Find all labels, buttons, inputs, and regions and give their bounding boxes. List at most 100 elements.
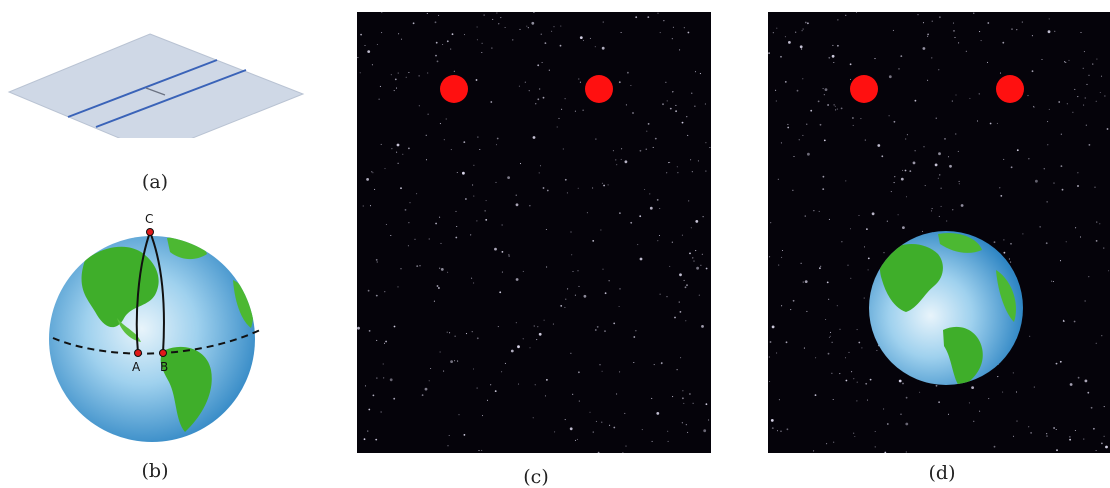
space-background: [357, 12, 711, 453]
star: [667, 440, 669, 442]
star: [522, 270, 524, 272]
star: [433, 300, 435, 302]
star: [416, 193, 418, 195]
star: [357, 57, 359, 59]
star: [667, 430, 669, 432]
star: [1008, 258, 1010, 260]
plane-diagram: [7, 33, 305, 138]
star: [371, 64, 373, 66]
star: [806, 123, 808, 125]
star: [1003, 239, 1005, 241]
star: [672, 396, 674, 398]
star: [784, 81, 787, 83]
star: [450, 360, 453, 363]
star: [1028, 426, 1030, 428]
star: [1059, 260, 1062, 262]
star: [543, 319, 545, 321]
star: [841, 241, 843, 243]
star: [604, 292, 607, 295]
star: [874, 430, 876, 433]
star: [408, 147, 410, 150]
star: [831, 54, 835, 58]
star: [1011, 28, 1013, 30]
star: [770, 419, 774, 422]
star: [822, 88, 824, 90]
star: [537, 98, 540, 101]
star: [1103, 406, 1105, 408]
star: [592, 431, 594, 433]
star: [518, 85, 520, 87]
star: [1012, 372, 1014, 374]
star: [1056, 449, 1058, 452]
star: [1083, 51, 1085, 53]
star: [400, 38, 403, 40]
star: [357, 326, 360, 330]
star: [384, 168, 386, 170]
star: [471, 277, 473, 279]
star: [703, 429, 707, 433]
star: [1077, 172, 1079, 174]
star: [1080, 31, 1082, 34]
star: [671, 38, 673, 40]
star: [393, 397, 396, 400]
star: [531, 21, 535, 25]
star: [1088, 144, 1091, 146]
star: [465, 198, 467, 200]
caption-c: (c): [523, 466, 549, 488]
star: [1053, 427, 1055, 429]
star: [1010, 261, 1012, 263]
star: [837, 44, 839, 47]
star: [1084, 379, 1088, 383]
star: [817, 100, 820, 103]
star: [517, 383, 520, 385]
star: [542, 96, 545, 99]
star: [607, 184, 609, 186]
star: [371, 171, 373, 173]
star: [367, 289, 370, 292]
star: [564, 98, 566, 100]
panel-a: [0, 28, 310, 138]
star: [1084, 300, 1086, 302]
star: [1069, 436, 1071, 438]
star: [832, 398, 834, 401]
star: [364, 44, 366, 47]
star: [1074, 429, 1076, 432]
star: [434, 21, 437, 24]
star: [1064, 61, 1066, 63]
star: [519, 163, 522, 165]
star: [1003, 158, 1005, 160]
star: [630, 84, 632, 87]
star: [439, 351, 441, 353]
star: [559, 44, 562, 47]
star: [827, 104, 829, 106]
star: [1021, 21, 1023, 23]
star: [1077, 96, 1079, 98]
star: [834, 105, 836, 107]
star: [565, 298, 567, 300]
star: [938, 215, 940, 217]
star: [1027, 95, 1029, 97]
star: [560, 305, 563, 307]
star: [405, 76, 407, 78]
star: [604, 330, 606, 332]
star: [390, 74, 392, 76]
star: [786, 428, 789, 431]
star: [375, 259, 378, 261]
star: [496, 137, 499, 140]
star: [454, 360, 456, 362]
star: [595, 420, 597, 422]
starfield-d: [768, 12, 1110, 453]
star: [435, 54, 437, 57]
star: [1104, 95, 1106, 97]
star: [894, 176, 896, 178]
star: [589, 411, 591, 413]
star: [836, 108, 838, 110]
star: [775, 89, 777, 91]
star: [510, 349, 514, 353]
star: [954, 36, 956, 39]
star: [1045, 242, 1048, 245]
star: [453, 70, 455, 72]
star: [973, 420, 975, 422]
star: [1068, 59, 1070, 61]
star: [473, 282, 475, 284]
